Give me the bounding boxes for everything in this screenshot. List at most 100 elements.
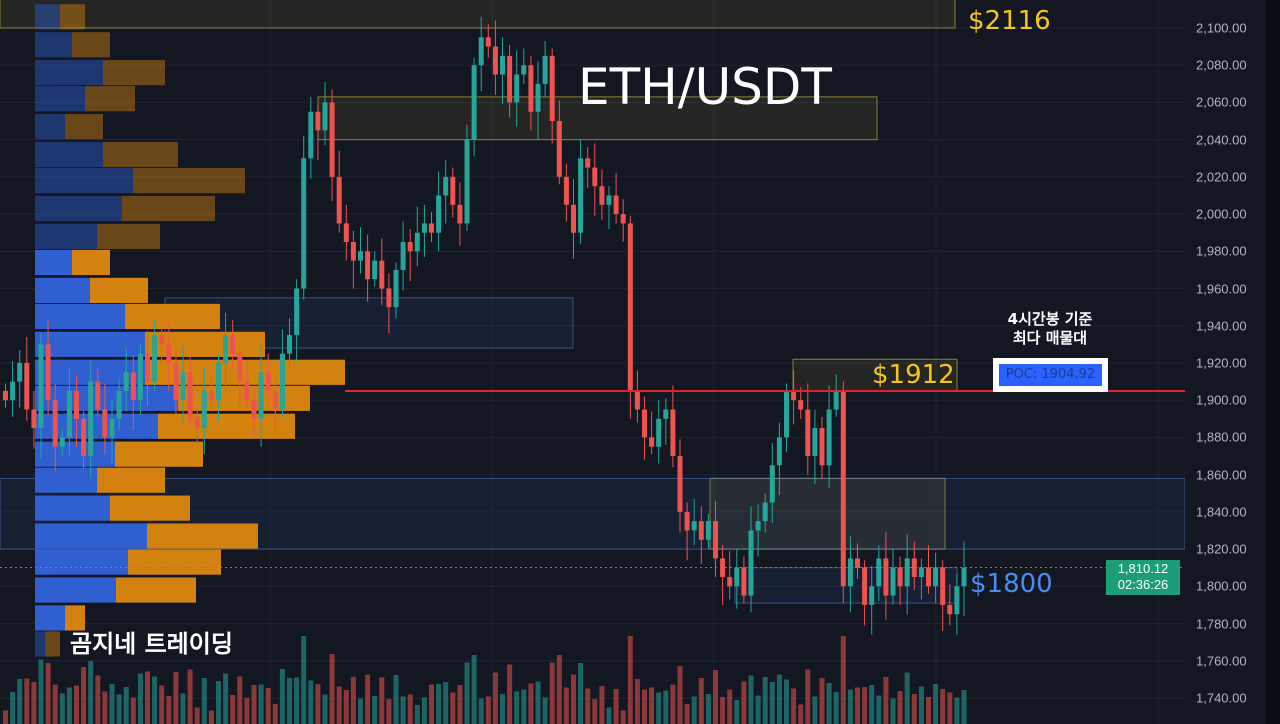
- candle-body: [642, 409, 647, 438]
- volume-bar: [549, 662, 555, 724]
- volume-bar: [911, 694, 917, 724]
- current-price-tag: 1,810.12 02:36:26: [1106, 560, 1180, 595]
- volume-bar: [393, 675, 399, 724]
- volume-bar: [88, 661, 94, 724]
- volume-bar: [24, 678, 30, 724]
- profile-buy-bar: [35, 303, 125, 330]
- candle-body: [3, 390, 8, 401]
- candle-body: [698, 521, 704, 540]
- volume-bar: [166, 696, 172, 724]
- annotation-line2: 최다 매물대: [1012, 329, 1088, 347]
- volume-bar: [649, 687, 655, 724]
- volume-bar: [606, 707, 612, 724]
- candle-body: [627, 223, 633, 391]
- candle-body: [372, 260, 378, 280]
- volume-bar: [244, 698, 250, 724]
- volume-bar: [386, 699, 392, 724]
- candle-body: [322, 102, 328, 131]
- volume-bar: [123, 687, 129, 724]
- profile-sell-bar: [147, 523, 258, 549]
- candle-body: [606, 195, 612, 205]
- candle-body: [911, 558, 917, 577]
- volume-bar: [258, 684, 264, 724]
- volume-bar: [805, 669, 811, 724]
- profile-buy-bar: [35, 223, 97, 250]
- candle-body: [727, 576, 733, 587]
- candle-body: [180, 372, 186, 401]
- price-tick-label: 2,080.00: [1196, 57, 1247, 73]
- candle-body: [713, 521, 718, 559]
- candle-body: [940, 567, 946, 605]
- candle-body: [954, 586, 960, 615]
- volume-bar: [45, 663, 51, 724]
- candle-body: [365, 251, 371, 280]
- volume-bar: [31, 682, 37, 724]
- price-tick-label: 1,840.00: [1196, 504, 1247, 520]
- candle-body: [585, 158, 591, 168]
- candle-body: [833, 390, 839, 410]
- volume-bar: [492, 672, 498, 724]
- volume-bar: [471, 655, 477, 724]
- volume-bar: [159, 685, 165, 724]
- candle-body: [130, 372, 136, 401]
- profile-sell-bar: [103, 141, 178, 168]
- price-tick-label: 1,760.00: [1196, 653, 1247, 669]
- candle-body: [358, 251, 363, 261]
- volume-bar: [109, 684, 115, 724]
- level-label-2116: $2116: [968, 6, 1051, 36]
- volume-bar: [315, 684, 321, 724]
- volume-profile: [35, 4, 345, 657]
- candle-body: [649, 437, 655, 447]
- poc-annotation: 4시간봉 기준 최다 매물대: [990, 310, 1110, 348]
- profile-sell-bar: [125, 303, 220, 330]
- volume-bar: [883, 677, 889, 724]
- candle-body: [535, 83, 541, 112]
- profile-sell-bar: [122, 195, 215, 222]
- volume-bar: [507, 664, 513, 724]
- volume-bar: [102, 691, 108, 724]
- volume-bar: [230, 695, 236, 724]
- candle-body: [17, 362, 23, 382]
- volume-bar: [791, 688, 797, 724]
- volume-bar: [528, 683, 534, 724]
- profile-buy-bar: [35, 631, 45, 657]
- volume-bar: [358, 698, 363, 724]
- candle-body: [542, 55, 548, 84]
- price-chart[interactable]: [0, 0, 1185, 724]
- volume-bar: [450, 692, 456, 724]
- volume-bar: [116, 694, 122, 724]
- candle-body: [620, 214, 626, 224]
- candle-body: [734, 567, 740, 587]
- profile-buy-bar: [35, 277, 90, 303]
- profile-sell-bar: [45, 631, 60, 657]
- profile-sell-bar: [133, 168, 245, 194]
- volume-bar: [201, 678, 207, 724]
- profile-sell-bar: [115, 441, 203, 467]
- volume-bar: [464, 662, 470, 724]
- volume-bar: [926, 697, 931, 724]
- volume-bar: [145, 671, 150, 724]
- candle-body: [230, 335, 236, 354]
- candle-body: [145, 353, 150, 382]
- candle-body: [769, 465, 775, 503]
- candle-body: [748, 530, 754, 596]
- profile-buy-bar: [35, 495, 110, 521]
- candle-body: [308, 111, 314, 159]
- profile-sell-bar: [90, 277, 148, 303]
- candle-body: [336, 176, 342, 224]
- candle-body: [109, 418, 115, 438]
- candle-body: [705, 521, 711, 540]
- profile-sell-bar: [110, 495, 190, 521]
- profile-buy-bar: [35, 32, 72, 58]
- candle-body: [159, 335, 165, 345]
- volume-bar: [279, 669, 285, 724]
- candle-body: [897, 567, 903, 587]
- volume-bar: [223, 673, 229, 724]
- candle-body: [45, 344, 51, 401]
- volume-bar: [521, 689, 527, 724]
- volume-bar: [457, 685, 463, 724]
- volume-bar: [769, 682, 775, 724]
- volume-bar: [556, 655, 562, 724]
- volume-bar: [514, 691, 520, 724]
- volume-bar: [585, 688, 591, 724]
